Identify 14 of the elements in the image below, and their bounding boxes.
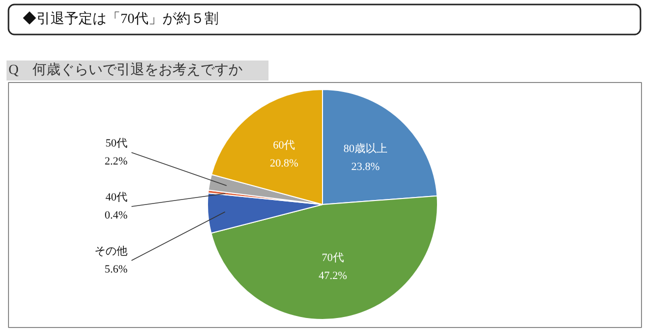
- data-label: 47.2%: [318, 270, 347, 282]
- data-label: 23.8%: [351, 161, 380, 174]
- data-label: 20.8%: [270, 157, 298, 170]
- data-label: 2.2%: [104, 156, 128, 168]
- slice-label: 40代: [106, 192, 128, 204]
- chart-title: ◆引退予定は「70代」が約５割: [22, 11, 218, 27]
- chart-subtitle: Q 何歳ぐらいで引退をお考えですか: [8, 62, 243, 78]
- slice-label: その他: [94, 246, 128, 258]
- slice-label: 50代: [106, 138, 128, 150]
- slice-label: 70代: [322, 252, 344, 264]
- slice-label: 80歳以上: [344, 142, 388, 156]
- data-label: 0.4%: [104, 210, 128, 222]
- data-label: 5.6%: [104, 264, 128, 276]
- slice-label: 60代: [273, 139, 296, 152]
